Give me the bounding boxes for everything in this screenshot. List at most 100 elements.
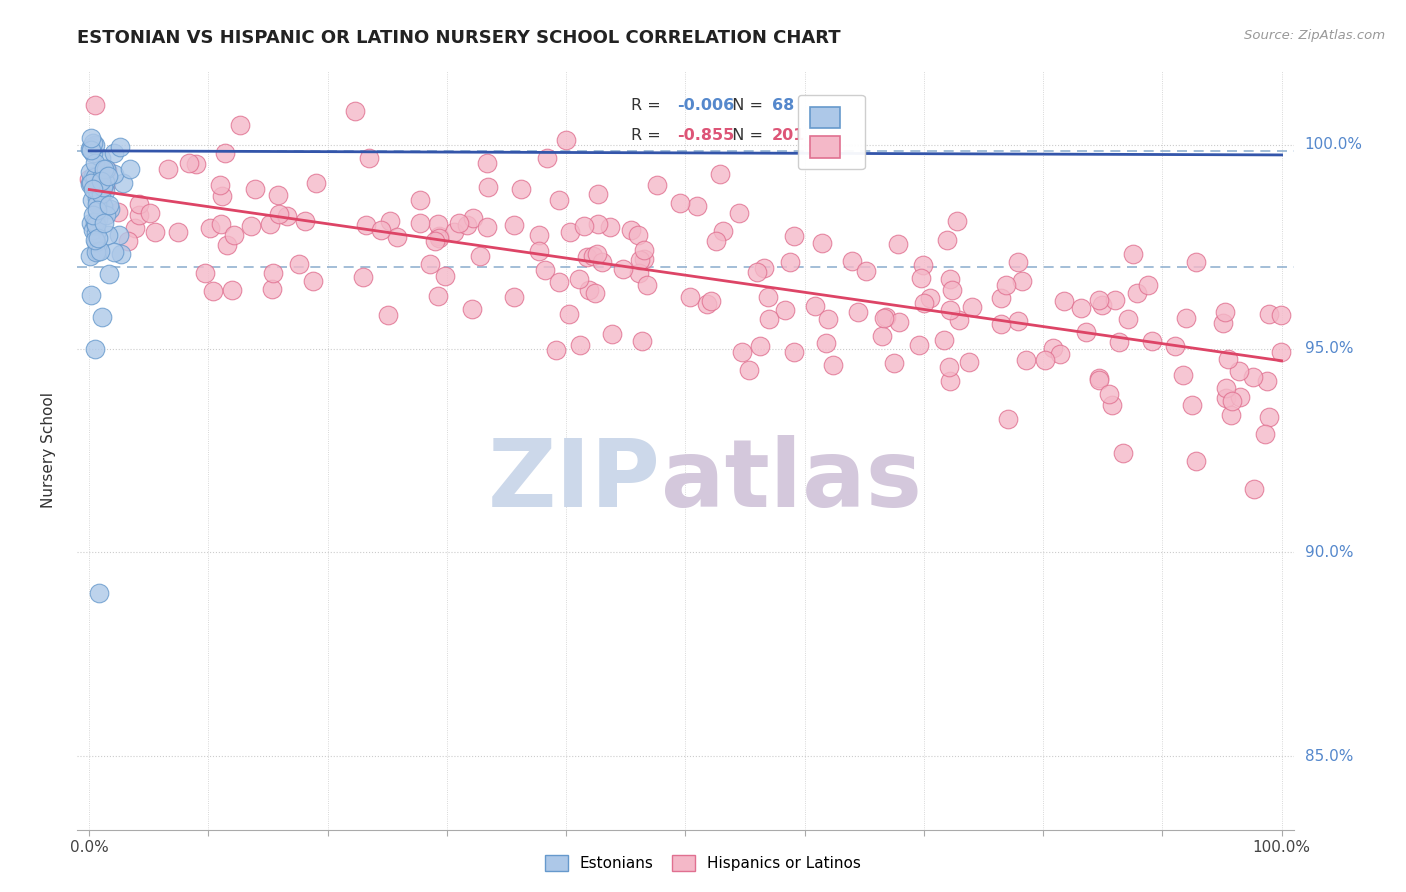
Point bbox=[287, 256, 309, 270]
Text: N =: N = bbox=[721, 128, 768, 143]
Point bbox=[628, 253, 651, 268]
Point bbox=[82, 146, 104, 161]
Point bbox=[585, 246, 607, 260]
Point bbox=[184, 157, 207, 171]
Point bbox=[211, 189, 233, 203]
Point bbox=[1087, 374, 1109, 388]
Point bbox=[873, 310, 896, 325]
Point bbox=[804, 299, 827, 313]
Point bbox=[1181, 398, 1204, 412]
Point bbox=[103, 244, 125, 259]
Point bbox=[855, 264, 877, 278]
Point bbox=[1220, 409, 1243, 423]
Text: Source: ZipAtlas.com: Source: ZipAtlas.com bbox=[1244, 29, 1385, 42]
Point bbox=[783, 229, 806, 244]
Point bbox=[86, 196, 108, 211]
Point bbox=[709, 167, 731, 181]
Point bbox=[696, 297, 718, 311]
Point bbox=[908, 337, 931, 351]
Text: N =: N = bbox=[721, 98, 768, 113]
Point bbox=[97, 169, 120, 183]
Point bbox=[602, 326, 624, 341]
Point bbox=[586, 186, 609, 201]
Point bbox=[536, 151, 558, 165]
Point bbox=[276, 209, 298, 223]
Point bbox=[449, 216, 471, 230]
Point bbox=[354, 218, 377, 232]
Point bbox=[128, 196, 150, 211]
Point bbox=[90, 187, 112, 202]
Point bbox=[669, 196, 692, 211]
Point bbox=[80, 176, 103, 190]
Point bbox=[1173, 368, 1195, 382]
Point bbox=[1258, 307, 1281, 321]
Point bbox=[80, 216, 103, 230]
Text: R =: R = bbox=[631, 128, 665, 143]
Point bbox=[377, 308, 399, 322]
Point bbox=[939, 303, 962, 318]
Point bbox=[240, 219, 263, 233]
Point bbox=[883, 356, 905, 370]
Point bbox=[994, 277, 1017, 292]
Point bbox=[179, 156, 201, 170]
Point bbox=[90, 151, 112, 165]
Point bbox=[82, 136, 104, 150]
Point bbox=[1185, 454, 1208, 468]
Point bbox=[87, 195, 110, 210]
Point bbox=[738, 363, 761, 377]
Point bbox=[434, 269, 457, 284]
Point bbox=[1163, 339, 1185, 353]
Point bbox=[583, 286, 606, 301]
Point bbox=[1011, 274, 1033, 288]
Point bbox=[911, 259, 934, 273]
Point bbox=[1258, 410, 1281, 425]
Point bbox=[475, 220, 498, 235]
Point bbox=[779, 255, 801, 269]
Point bbox=[620, 223, 643, 237]
Point bbox=[221, 283, 243, 297]
Point bbox=[139, 206, 162, 220]
Point bbox=[1216, 352, 1239, 367]
Point bbox=[932, 333, 955, 347]
Point bbox=[990, 317, 1012, 331]
Point bbox=[97, 267, 120, 281]
Point bbox=[534, 262, 557, 277]
Point bbox=[997, 412, 1019, 426]
Point bbox=[1270, 344, 1292, 359]
Point bbox=[90, 169, 112, 184]
Point bbox=[79, 142, 101, 156]
Point bbox=[1033, 353, 1056, 368]
Point bbox=[1088, 293, 1111, 307]
Point bbox=[920, 292, 942, 306]
Point bbox=[83, 215, 105, 229]
Point bbox=[1112, 446, 1135, 460]
Point bbox=[98, 202, 121, 216]
Point bbox=[267, 187, 290, 202]
Point bbox=[546, 343, 568, 357]
Point bbox=[633, 243, 655, 257]
Point bbox=[83, 155, 105, 169]
Point bbox=[1091, 298, 1114, 312]
Point bbox=[1070, 301, 1092, 315]
Point bbox=[841, 254, 863, 268]
Text: 68: 68 bbox=[772, 98, 794, 113]
Point bbox=[627, 266, 650, 280]
Point bbox=[887, 237, 910, 252]
Point bbox=[86, 244, 108, 259]
Point bbox=[94, 184, 117, 198]
Point bbox=[83, 98, 105, 112]
Point bbox=[475, 155, 498, 169]
Point bbox=[120, 162, 142, 177]
Text: R =: R = bbox=[631, 98, 665, 113]
Point bbox=[568, 271, 591, 285]
Point bbox=[889, 315, 911, 329]
Point bbox=[938, 359, 960, 374]
Point bbox=[243, 182, 266, 196]
Point bbox=[108, 140, 131, 154]
Point bbox=[810, 236, 832, 251]
Point bbox=[1007, 313, 1029, 327]
Point bbox=[427, 217, 450, 231]
Point bbox=[86, 183, 108, 197]
Point bbox=[582, 249, 605, 263]
Point bbox=[96, 161, 118, 176]
